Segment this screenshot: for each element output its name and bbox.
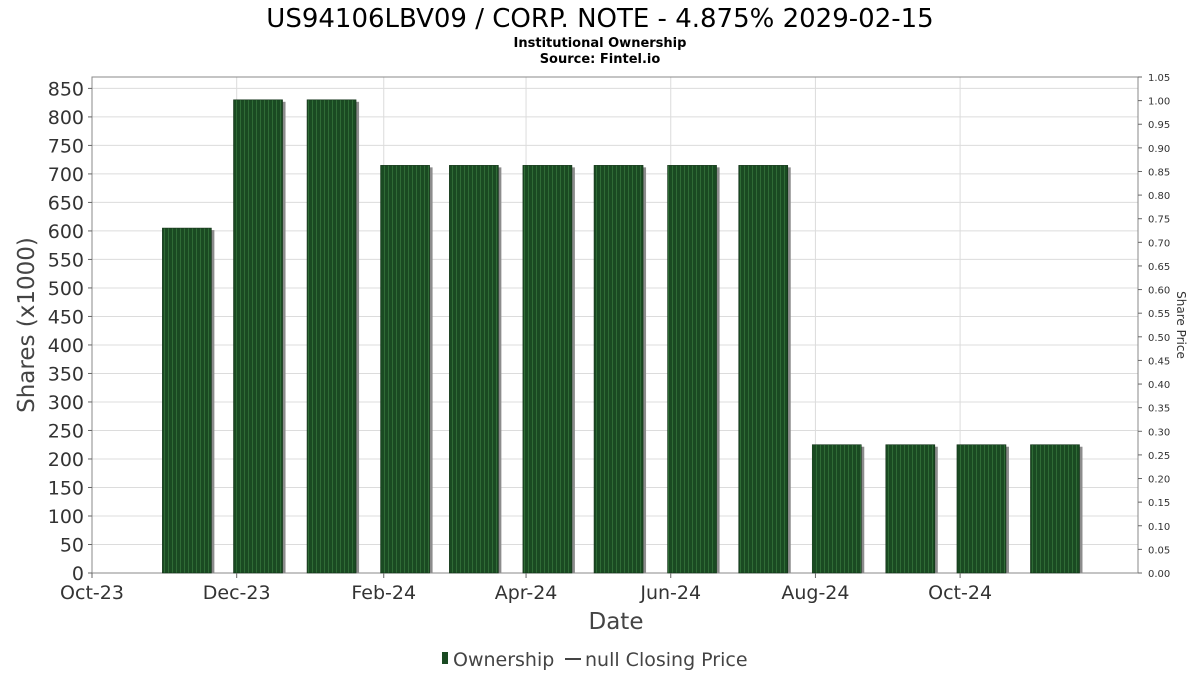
bar [449, 165, 499, 574]
legend-closing-price-label: null Closing Price [585, 649, 748, 671]
y-tick-label: 300 [48, 392, 84, 414]
y-tick-label: 800 [48, 107, 84, 129]
y-tick-label: 150 [48, 477, 84, 499]
chart-subtitle: Institutional Ownership [514, 36, 687, 51]
y2-tick-label: 1.05 [1148, 73, 1170, 84]
y-axis-ticks: 0 50 100 150 200 250 300 350 400 450 500 550 600 650 7… [48, 78, 92, 585]
legend: Ownership null Closing Price [442, 649, 748, 671]
legend-ownership-swatch [442, 652, 448, 664]
x-tick-label: Aug-24 [781, 582, 849, 604]
x-tick-label: Oct-23 [60, 582, 124, 604]
y2-tick-label: 0.95 [1148, 120, 1170, 131]
y-tick-label: 550 [48, 249, 84, 271]
y2-tick-label: 0.55 [1148, 309, 1170, 320]
y2-tick-label: 0.35 [1148, 404, 1170, 415]
y-tick-label: 650 [48, 192, 84, 214]
bar [738, 165, 789, 574]
y-tick-label: 400 [48, 335, 84, 357]
y2-axis-ticks: 0.00 0.05 0.10 0.15 0.20 0.25 0.30 0.35 0.40 0.45… [1138, 73, 1170, 580]
y2-tick-label: 0.10 [1148, 522, 1170, 533]
y2-tick-label: 0.45 [1148, 356, 1170, 367]
x-axis-ticks: Oct-23 Dec-23 Feb-24 Apr-24 Jun-24 Aug-24 Oct-… [60, 573, 992, 604]
bar [956, 444, 1007, 574]
y2-tick-label: 0.40 [1148, 380, 1170, 391]
x-tick-label: Oct-24 [928, 582, 992, 604]
y2-tick-label: 0.15 [1148, 498, 1170, 509]
y-tick-label: 450 [48, 306, 84, 328]
y-tick-label: 350 [48, 363, 84, 385]
y-tick-label: 750 [48, 135, 84, 157]
y2-tick-label: 0.00 [1148, 569, 1170, 580]
y2-tick-label: 0.25 [1148, 451, 1170, 462]
bar [233, 99, 283, 574]
y2-tick-label: 0.65 [1148, 262, 1170, 273]
y-axis-label: Shares (x1000) [14, 237, 40, 413]
y2-tick-label: 0.70 [1148, 238, 1170, 249]
x-tick-label: Feb-24 [351, 582, 416, 604]
y2-tick-label: 0.50 [1148, 333, 1170, 344]
y2-tick-label: 0.75 [1148, 215, 1170, 226]
legend-ownership-label: Ownership [453, 649, 554, 671]
y-tick-label: 200 [48, 449, 84, 471]
y-tick-label: 100 [48, 506, 84, 528]
y2-tick-label: 0.85 [1148, 167, 1170, 178]
x-axis-label: Date [589, 609, 644, 635]
chart-title: US94106LBV09 / CORP. NOTE - 4.875% 2029-… [266, 4, 933, 34]
bar [667, 165, 717, 574]
bar [380, 165, 430, 574]
bar [306, 99, 357, 574]
chart-source: Source: Fintel.io [540, 52, 661, 67]
y-tick-label: 0 [72, 563, 84, 585]
bar [885, 444, 936, 574]
bars [162, 99, 1083, 574]
y2-axis-label: Share Price [1174, 291, 1188, 359]
bar [811, 444, 862, 574]
y-tick-label: 50 [60, 534, 84, 556]
y2-tick-label: 0.90 [1148, 144, 1170, 155]
y2-tick-label: 1.00 [1148, 97, 1170, 108]
y-tick-label: 250 [48, 420, 84, 442]
bar [162, 227, 212, 574]
y-tick-label: 700 [48, 164, 84, 186]
bar [522, 165, 573, 574]
x-tick-label: Dec-23 [203, 582, 271, 604]
x-tick-label: Apr-24 [495, 582, 558, 604]
y-tick-label: 850 [48, 78, 84, 100]
bar [593, 165, 644, 574]
y2-tick-label: 0.05 [1148, 545, 1170, 556]
y-tick-label: 500 [48, 278, 84, 300]
y-tick-label: 600 [48, 221, 84, 243]
bar [1030, 444, 1080, 574]
x-tick-label: Jun-24 [639, 582, 701, 604]
y2-tick-label: 0.30 [1148, 427, 1170, 438]
y2-tick-label: 0.80 [1148, 191, 1170, 202]
y2-tick-label: 0.60 [1148, 286, 1170, 297]
y2-tick-label: 0.20 [1148, 475, 1170, 486]
